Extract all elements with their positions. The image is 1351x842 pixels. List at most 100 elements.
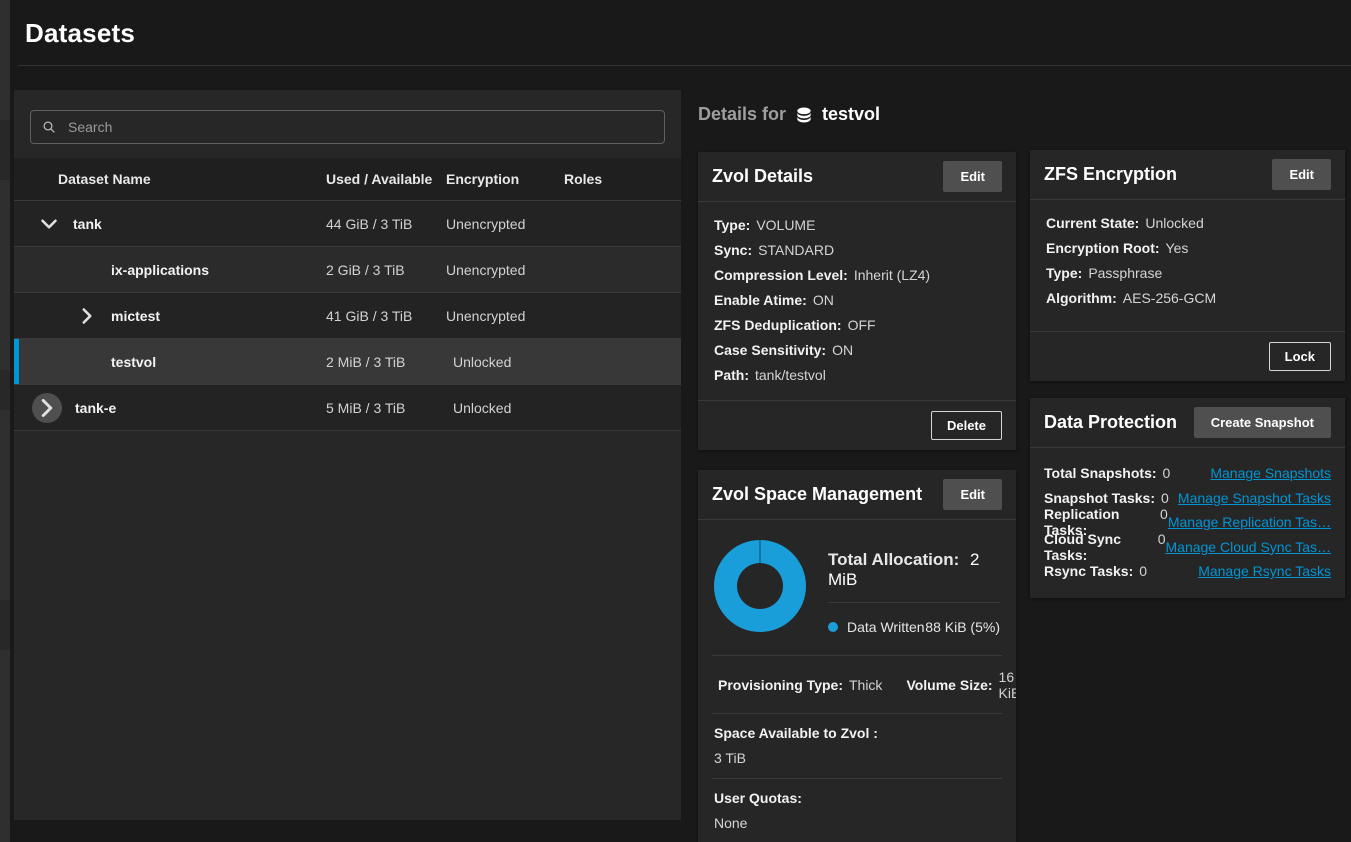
expand-toggle[interactable] xyxy=(74,303,100,329)
search-icon xyxy=(41,119,57,135)
manage-link[interactable]: Manage Snapshots xyxy=(1210,465,1331,481)
title-divider xyxy=(18,65,1351,66)
manage-link[interactable]: Manage Snapshot Tasks xyxy=(1178,490,1331,506)
field-label: Path: xyxy=(714,368,749,382)
data-protection-title: Data Protection xyxy=(1044,412,1177,433)
field-value: VOLUME xyxy=(756,218,815,232)
dataset-name-label: tank-e xyxy=(75,400,116,416)
field-label: Type: xyxy=(1046,266,1082,280)
zvol-details-title: Zvol Details xyxy=(712,166,813,187)
zfs-encryption-edit-button[interactable]: Edit xyxy=(1272,159,1331,190)
detail-field: Type: Passphrase xyxy=(1046,266,1329,280)
data-protection-card: Data Protection Create Snapshot Total Sn… xyxy=(1030,398,1345,598)
protection-value: 0 xyxy=(1163,465,1171,481)
sidebar-segment xyxy=(0,600,10,650)
encryption-state-label: Unencrypted xyxy=(446,216,525,232)
encryption-state-label: Unencrypted xyxy=(446,262,525,278)
collapsed-sidebar[interactable] xyxy=(0,0,10,842)
field-label: ZFS Deduplication: xyxy=(714,318,842,332)
protection-row: Cloud Sync Tasks:0Manage Cloud Sync Tas… xyxy=(1044,535,1331,560)
detail-field: Compression Level: Inherit (LZ4) xyxy=(714,268,1000,282)
protection-label: Rsync Tasks: xyxy=(1044,563,1133,579)
space-available-value: 3 TiB xyxy=(714,750,1000,766)
field-label: Case Sensitivity: xyxy=(714,343,826,357)
field-label: Sync: xyxy=(714,243,752,257)
field-label: Algorithm: xyxy=(1046,291,1117,305)
encryption-cell: Unencrypted xyxy=(446,308,564,324)
zvol-details-edit-button[interactable]: Edit xyxy=(943,161,1002,192)
encryption-state-label: Unlocked xyxy=(453,400,511,416)
create-snapshot-button[interactable]: Create Snapshot xyxy=(1194,407,1331,438)
legend-dot xyxy=(828,622,838,632)
detail-field: Algorithm: AES-256-GCM xyxy=(1046,291,1329,305)
zvol-details-card: Zvol Details Edit Type:VOLUMESync:STANDA… xyxy=(698,152,1016,450)
table-row[interactable]: mictest41 GiB / 3 TiBUnencryptedSMB xyxy=(14,292,681,338)
zfs-encryption-fields: Current State:Unlocked Encryption Root: Ye… xyxy=(1030,200,1345,331)
field-value: AES-256-GCM xyxy=(1123,291,1216,305)
protection-count: Rsync Tasks:0 xyxy=(1044,563,1147,579)
delete-button[interactable]: Delete xyxy=(931,411,1002,440)
used-available-value: 44 GiB / 3 TiB xyxy=(326,216,446,232)
zvol-icon xyxy=(794,105,814,125)
legend-row: Data Written88 KiB (5%) xyxy=(828,619,1000,635)
field-value: Yes xyxy=(1166,241,1189,255)
allocation-legend: Data Written88 KiB (5%) xyxy=(828,619,1000,635)
protection-count: Snapshot Tasks:0 xyxy=(1044,490,1169,506)
field-label: Compression Level: xyxy=(714,268,848,282)
protection-row: Total Snapshots: 0 Manage Snapshots xyxy=(1044,461,1331,486)
column-header-roles: Roles xyxy=(564,171,681,187)
table-row[interactable]: tank-e 5 MiB / 3 TiB Unlocked xyxy=(14,384,681,430)
detail-field: Sync:STANDARD xyxy=(714,243,1000,257)
encryption-cell: Unlocked xyxy=(446,400,564,416)
space-management-card: Zvol Space Management Edit Total Allocat… xyxy=(698,470,1016,842)
datasets-page: Datasets Dataset Name Used / Available E… xyxy=(0,0,1351,842)
provisioning-row: Provisioning Type: Thick Volume Size: 16… xyxy=(698,656,1016,713)
dataset-name-label: mictest xyxy=(111,308,160,324)
expand-toggle[interactable] xyxy=(32,393,62,423)
allocation-donut-chart xyxy=(714,540,806,632)
volume-size-value: 16 KiB xyxy=(999,669,1016,701)
space-management-header: Zvol Space Management Edit xyxy=(698,470,1016,520)
field-value: Passphrase xyxy=(1088,266,1162,280)
dataset-name-cell: ix-applications xyxy=(14,262,326,278)
table-row[interactable]: tank44 GiB / 3 TiBUnencrypted xyxy=(14,200,681,246)
collapse-toggle[interactable] xyxy=(36,211,62,237)
manage-link[interactable]: Manage Rsync Tasks xyxy=(1198,563,1331,579)
table-row[interactable]: ix-applications2 GiB / 3 TiBUnencrypted xyxy=(14,246,681,292)
detail-field: Enable Atime:ON xyxy=(714,293,1000,307)
detail-field: Current State:Unlocked xyxy=(1046,216,1329,230)
search-input[interactable] xyxy=(66,118,654,136)
detail-field: Encryption Root: Yes xyxy=(1046,241,1329,255)
zfs-encryption-footer: Lock xyxy=(1030,331,1345,381)
lock-button[interactable]: Lock xyxy=(1269,342,1331,371)
zfs-encryption-card: ZFS Encryption Edit Current State:Unlock… xyxy=(1030,150,1345,381)
dataset-name-cell: tank-e xyxy=(14,393,326,423)
volume-size-label: Volume Size: xyxy=(906,677,992,693)
field-label: Encryption Root: xyxy=(1046,241,1160,255)
used-available-value: 5 MiB / 3 TiB xyxy=(326,400,446,416)
data-protection-rows: Total Snapshots: 0 Manage Snapshots Snapsho… xyxy=(1030,448,1345,598)
search-box[interactable] xyxy=(30,110,665,144)
sidebar-segment xyxy=(0,120,10,180)
used-available-value: 2 GiB / 3 TiB xyxy=(326,262,446,278)
encryption-cell: Unlocked xyxy=(446,354,564,370)
space-management-edit-button[interactable]: Edit xyxy=(943,479,1002,510)
space-available-block: Space Available to Zvol : 3 TiB xyxy=(698,714,1016,778)
page-title: Datasets xyxy=(25,18,135,49)
protection-count: Total Snapshots: 0 xyxy=(1044,465,1170,481)
datasets-tree: tank44 GiB / 3 TiBUnencryptedix-applicat… xyxy=(14,200,681,431)
encryption-state-label: Unencrypted xyxy=(446,308,525,324)
dataset-name-cell: tank xyxy=(14,211,326,237)
protection-value: 0 xyxy=(1158,531,1166,563)
table-row[interactable]: testvol2 MiB / 3 TiBUnlocked xyxy=(14,338,681,384)
manage-link[interactable]: Manage Replication Tas… xyxy=(1168,514,1331,530)
table-header-row: Dataset Name Used / Available Encryption… xyxy=(14,158,681,200)
column-header-dataset-name: Dataset Name xyxy=(14,171,326,187)
space-management-title: Zvol Space Management xyxy=(712,484,922,505)
manage-link[interactable]: Manage Cloud Sync Tas… xyxy=(1166,539,1332,555)
protection-label: Total Snapshots: xyxy=(1044,465,1157,481)
field-label: Current State: xyxy=(1046,216,1139,230)
total-allocation: Total Allocation: 2 MiB xyxy=(828,540,1000,603)
details-for-label: Details for xyxy=(698,104,786,125)
field-value: Inherit (LZ4) xyxy=(854,268,930,282)
